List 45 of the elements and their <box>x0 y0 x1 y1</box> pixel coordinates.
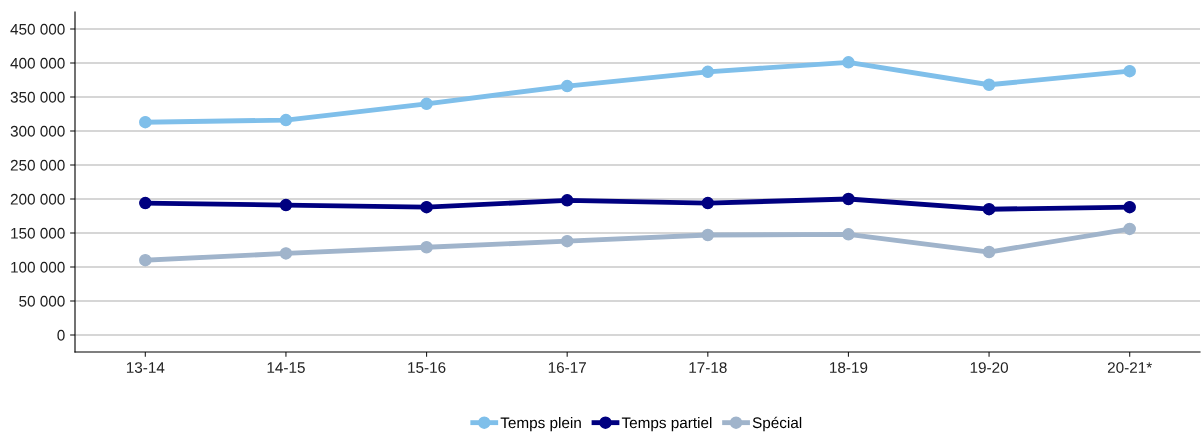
x-tick-label: 19-20 <box>970 362 1008 373</box>
y-tick-label: 150 000 <box>11 227 65 239</box>
point <box>1123 64 1136 78</box>
point <box>139 253 152 267</box>
y-tick-label: 0 <box>57 329 65 341</box>
point <box>1123 222 1136 236</box>
x-tick-label: 13-14 <box>126 362 165 373</box>
point <box>982 78 996 92</box>
legend-label: Spécial <box>752 416 802 432</box>
y-tick-label: 250 000 <box>10 159 65 171</box>
point <box>701 228 715 242</box>
point <box>842 56 855 69</box>
point <box>139 115 152 129</box>
point <box>420 200 433 214</box>
point <box>701 65 715 79</box>
point <box>982 202 996 216</box>
y-tick-label: 350 000 <box>10 91 65 103</box>
point <box>1123 200 1136 214</box>
x-tick-label: 20-21* <box>1107 362 1152 373</box>
x-tick-label: 16-17 <box>548 362 586 373</box>
point <box>560 194 574 207</box>
point <box>560 234 574 248</box>
point <box>420 241 433 254</box>
x-tick-label: 15-16 <box>408 362 446 373</box>
y-tick-label: 50 000 <box>19 295 65 307</box>
point <box>279 198 293 212</box>
point <box>420 97 433 111</box>
legend-label: Temps plein <box>500 416 581 432</box>
point <box>279 247 293 260</box>
point <box>842 228 855 241</box>
point <box>701 196 715 210</box>
y-tick-label: 300 000 <box>10 125 65 137</box>
y-tick-label: 100 000 <box>11 261 65 273</box>
x-tick-label: 18-19 <box>830 362 868 373</box>
y-tick-label: 200 000 <box>10 193 65 205</box>
y-tick-label: 400 000 <box>10 57 65 69</box>
point <box>139 196 152 210</box>
x-tick-label: 17-18 <box>689 362 727 373</box>
legend-label: Temps partiel <box>621 416 712 432</box>
point <box>982 245 996 259</box>
point <box>279 113 293 127</box>
y-tick-label: 450 000 <box>10 23 65 35</box>
x-tick-label: 14-15 <box>267 362 305 373</box>
point <box>842 192 855 206</box>
point <box>560 79 574 93</box>
